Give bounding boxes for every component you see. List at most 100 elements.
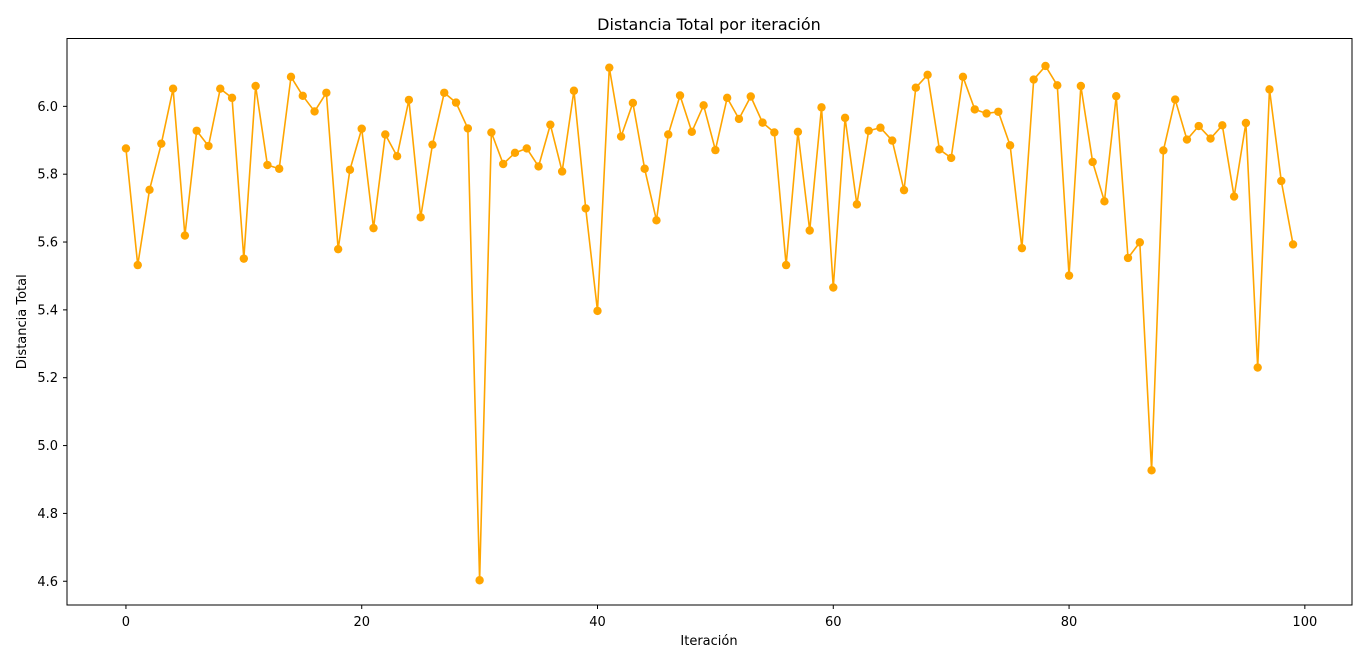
data-point — [840, 113, 850, 123]
data-point — [1218, 121, 1227, 130]
data-point — [569, 86, 579, 95]
data-point — [817, 103, 826, 112]
data-point — [923, 70, 932, 80]
data-point — [180, 231, 190, 240]
data-point — [1088, 157, 1097, 167]
y-tick-label: 5.4 — [37, 303, 58, 318]
data-point — [168, 84, 178, 93]
series-markers — [121, 61, 1298, 585]
data-point — [263, 160, 272, 170]
data-point — [616, 132, 626, 141]
data-point — [628, 98, 638, 108]
x-tick-label: 0 — [122, 615, 130, 630]
data-point — [722, 93, 732, 103]
data-point — [192, 126, 201, 135]
data-point — [864, 126, 873, 135]
data-point — [581, 204, 590, 213]
data-point — [876, 123, 885, 132]
data-point — [369, 223, 378, 233]
y-tick-label: 6.0 — [37, 100, 58, 115]
data-point — [204, 141, 213, 151]
data-point — [1064, 271, 1074, 280]
data-point — [781, 260, 791, 270]
data-point — [298, 91, 307, 101]
data-point — [451, 98, 461, 107]
data-point — [1206, 134, 1215, 143]
x-tick-label: 40 — [589, 615, 606, 630]
x-axis-label: Iteración — [680, 634, 737, 649]
y-tick-label: 5.2 — [37, 371, 58, 386]
data-point — [793, 127, 803, 136]
data-point — [463, 124, 473, 133]
data-point — [970, 105, 979, 114]
data-point — [1100, 197, 1109, 206]
data-point — [1170, 95, 1180, 104]
data-point — [404, 95, 414, 105]
data-point — [758, 118, 767, 127]
data-point — [510, 148, 520, 158]
data-point — [994, 107, 1003, 116]
y-axis-label: Distancia Total — [15, 274, 30, 369]
data-point — [1182, 135, 1192, 144]
data-point — [428, 140, 437, 149]
data-point — [286, 72, 296, 82]
series-line — [125, 65, 1294, 582]
plot-area — [67, 38, 1352, 605]
data-point — [734, 114, 744, 124]
data-point — [770, 128, 779, 137]
data-point — [1135, 238, 1145, 247]
data-point — [1159, 146, 1168, 155]
data-point — [711, 145, 720, 155]
data-point — [1147, 466, 1156, 475]
data-point — [440, 88, 449, 97]
data-point — [1229, 192, 1239, 201]
data-point — [911, 83, 921, 92]
data-point — [310, 107, 319, 116]
data-point — [1017, 243, 1027, 253]
x-tick-label: 100 — [1292, 615, 1317, 630]
data-point — [227, 93, 237, 103]
data-point — [664, 130, 673, 139]
y-axis: 4.6 4.8 5.0 5.2 5.4 5.6 5.8 6.0 — [37, 100, 67, 590]
data-point — [982, 109, 991, 118]
y-tick-label: 5.0 — [37, 439, 58, 454]
data-point — [333, 244, 343, 254]
data-point — [534, 162, 543, 171]
data-point — [1288, 240, 1298, 249]
data-point — [557, 167, 567, 176]
data-point — [746, 92, 755, 101]
data-point — [958, 72, 968, 82]
data-point — [652, 216, 661, 225]
data-point — [1265, 85, 1274, 94]
data-point — [1241, 118, 1251, 128]
data-point — [605, 63, 614, 72]
data-point — [899, 185, 909, 195]
y-tick-label: 4.6 — [37, 575, 58, 590]
data-point — [687, 127, 697, 136]
data-point — [357, 124, 366, 133]
plot-frame — [66, 38, 1353, 606]
data-point — [1041, 61, 1050, 71]
data-point — [475, 576, 484, 585]
data-point — [946, 153, 956, 163]
data-point — [392, 152, 402, 161]
data-point — [381, 130, 390, 139]
data-point — [157, 139, 166, 148]
data-point — [1277, 176, 1286, 186]
x-tick-label: 80 — [1061, 615, 1078, 630]
data-point — [1253, 363, 1262, 372]
y-tick-label: 5.8 — [37, 168, 58, 183]
data-point — [1029, 75, 1038, 84]
data-point — [1194, 121, 1203, 131]
data-point — [145, 185, 154, 194]
x-tick-label: 60 — [825, 615, 842, 630]
data-point — [675, 91, 685, 100]
x-tick-label: 20 — [353, 615, 370, 630]
data-point — [275, 164, 284, 173]
data-point — [1053, 81, 1062, 90]
data-point — [852, 200, 862, 209]
data-point — [699, 101, 708, 110]
y-tick-label: 4.8 — [37, 507, 58, 522]
